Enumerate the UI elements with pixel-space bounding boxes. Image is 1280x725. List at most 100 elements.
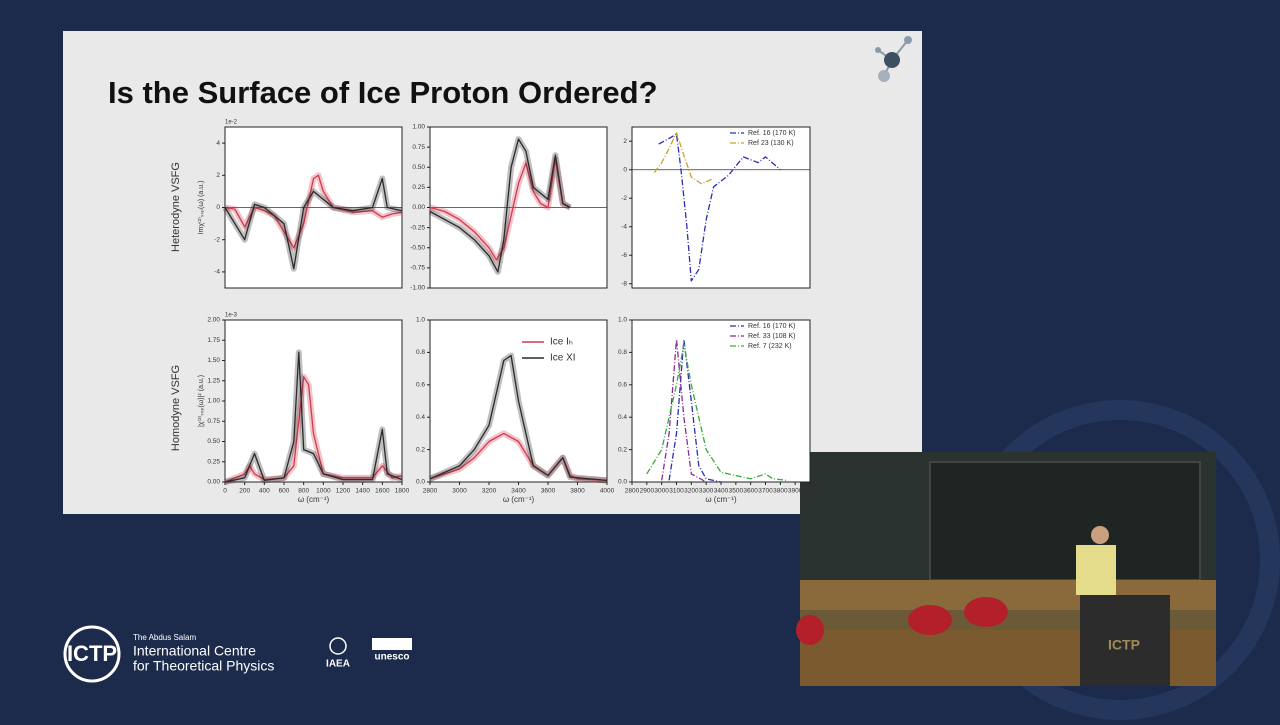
x-tick-label: 3200 xyxy=(482,488,497,495)
logo-text: ICTP xyxy=(67,641,117,666)
series-line xyxy=(429,432,608,482)
panel: 0.0 0.2 0.4 0.6 0.8 1.0 2800 3000 3200 3400 3600 38… xyxy=(416,317,615,504)
y-tick-label: 0.0 xyxy=(416,479,425,486)
y-tick-label: 0.2 xyxy=(416,446,425,453)
y-tick-label: 0.25 xyxy=(412,184,425,191)
y-tick-label: 1.50 xyxy=(207,357,220,364)
series-line xyxy=(224,351,403,483)
x-tick-label: 1200 xyxy=(336,488,351,495)
partner: IAEA xyxy=(326,659,350,670)
x-tick-label: 2800 xyxy=(423,488,438,495)
x-tick-label: 1400 xyxy=(355,488,370,495)
y-tick-label: -6 xyxy=(621,252,627,259)
y-tick-label: -0.25 xyxy=(410,224,425,231)
plot-area xyxy=(631,319,811,483)
y-tick-label: 0.0 xyxy=(618,479,627,486)
x-tick-label: 3200 xyxy=(684,488,699,495)
offset-text: 1e-3 xyxy=(225,313,238,319)
legend-label: Ref. 16 (170 K) xyxy=(748,323,795,330)
x-tick-label: 3000 xyxy=(452,488,467,495)
partner: unesco xyxy=(374,652,409,663)
x-tick-label: 3400 xyxy=(714,488,729,495)
slide-logo xyxy=(875,36,912,82)
y-axis-label: |χ⁽²⁾ₛₛₚ(ω)|² (a.u.) xyxy=(197,375,205,427)
y-tick-label: -8 xyxy=(621,280,627,287)
x-axis-label: ω (cm⁻¹) xyxy=(705,495,737,504)
x-tick-label: 1000 xyxy=(316,488,331,495)
legend-label: Ref. 33 (108 K) xyxy=(748,333,795,340)
x-axis-label: ω (cm⁻¹) xyxy=(298,495,330,504)
x-tick-label: 1800 xyxy=(395,488,410,495)
y-tick-label: 2.00 xyxy=(207,317,220,324)
y-tick-label: 0 xyxy=(623,166,627,173)
series-line xyxy=(668,338,722,483)
x-tick-label: 1600 xyxy=(375,488,390,495)
panel: -8 -6 -4 -2 0 2 Ref. 16 (170 K) Ref 23 (130 K) xyxy=(621,126,811,289)
y-tick-label: 0.25 xyxy=(207,458,220,465)
logo-line: International Centre xyxy=(133,643,256,659)
y-tick-label: 0.8 xyxy=(416,349,425,356)
legend-label: Ice Iₕ xyxy=(550,337,573,348)
series-line xyxy=(224,177,403,270)
y-tick-label: 1.75 xyxy=(207,337,220,344)
series-line xyxy=(653,132,714,185)
legend-label: Ref. 7 (232 K) xyxy=(748,343,792,350)
logo-line: for Theoretical Physics xyxy=(133,658,274,674)
y-axis-label: Imχ⁽²⁾ₛₛₚ(ω) (a.u.) xyxy=(197,181,205,235)
y-tick-label: -2 xyxy=(621,195,627,202)
offset-text: 1e-2 xyxy=(225,120,238,126)
x-tick-label: 3400 xyxy=(511,488,526,495)
x-tick-label: 3600 xyxy=(743,488,758,495)
y-tick-label: -1.00 xyxy=(410,285,425,292)
panel: 0.0 0.2 0.4 0.6 0.8 1.0 2800 2900 3000 3100 3200 33… xyxy=(618,317,818,504)
legend-label: Ref 23 (130 K) xyxy=(748,140,794,147)
y-tick-label: -0.50 xyxy=(410,244,425,251)
series-line xyxy=(224,376,403,483)
x-tick-label: 2800 xyxy=(625,488,640,495)
y-tick-label: 0.4 xyxy=(416,414,425,421)
series-line xyxy=(661,338,707,483)
x-tick-label: 600 xyxy=(279,488,290,495)
y-tick-label: 0.50 xyxy=(412,164,425,171)
y-tick-label: 4 xyxy=(216,140,220,147)
x-tick-label: 3000 xyxy=(654,488,669,495)
x-tick-label: 3800 xyxy=(773,488,788,495)
series-line xyxy=(429,354,608,482)
legend-label: Ref. 16 (170 K) xyxy=(748,130,795,137)
y-tick-label: 0.2 xyxy=(618,446,627,453)
plot-area xyxy=(631,126,811,289)
podium-logo: ICTP xyxy=(1108,637,1140,653)
y-tick-label: 1.25 xyxy=(207,377,220,384)
y-tick-label: 1.00 xyxy=(207,398,220,405)
x-tick-label: 800 xyxy=(298,488,309,495)
panel: -1.00 -0.75 -0.50 -0.25 0.00 0.25 0.50 0.75 1.00 xyxy=(410,124,608,292)
legend-label: Ice XI xyxy=(550,353,576,364)
logo-line: The Abdus Salam xyxy=(133,633,196,642)
y-tick-label: 0.50 xyxy=(207,438,220,445)
y-tick-label: 2 xyxy=(216,172,220,179)
x-tick-label: 3900 xyxy=(788,488,803,495)
y-tick-label: 1.0 xyxy=(416,317,425,324)
x-tick-label: 200 xyxy=(239,488,250,495)
speaker-video: ICTP xyxy=(796,452,1216,686)
y-tick-label: 0.00 xyxy=(207,479,220,486)
x-tick-label: 0 xyxy=(223,488,227,495)
y-tick-label: 1.0 xyxy=(618,317,627,324)
x-tick-label: 3700 xyxy=(758,488,773,495)
y-tick-label: -4 xyxy=(214,269,220,276)
y-tick-label: 0.75 xyxy=(412,144,425,151)
series-line xyxy=(658,133,781,282)
series-line xyxy=(646,343,788,482)
x-tick-label: 3500 xyxy=(729,488,744,495)
x-tick-label: 2900 xyxy=(640,488,655,495)
slide-title: Is the Surface of Ice Proton Ordered? xyxy=(108,75,658,110)
y-tick-label: -2 xyxy=(214,236,220,243)
y-tick-label: 0.4 xyxy=(618,414,627,421)
x-tick-label: 3600 xyxy=(541,488,556,495)
y-tick-label: 1.00 xyxy=(412,124,425,131)
y-tick-label: 0.8 xyxy=(618,349,627,356)
panel: -4 -2 0 2 4 1e-2 Imχ⁽²⁾ₛₛₚ(ω) (a.u.) xyxy=(197,120,403,289)
x-tick-label: 400 xyxy=(259,488,270,495)
